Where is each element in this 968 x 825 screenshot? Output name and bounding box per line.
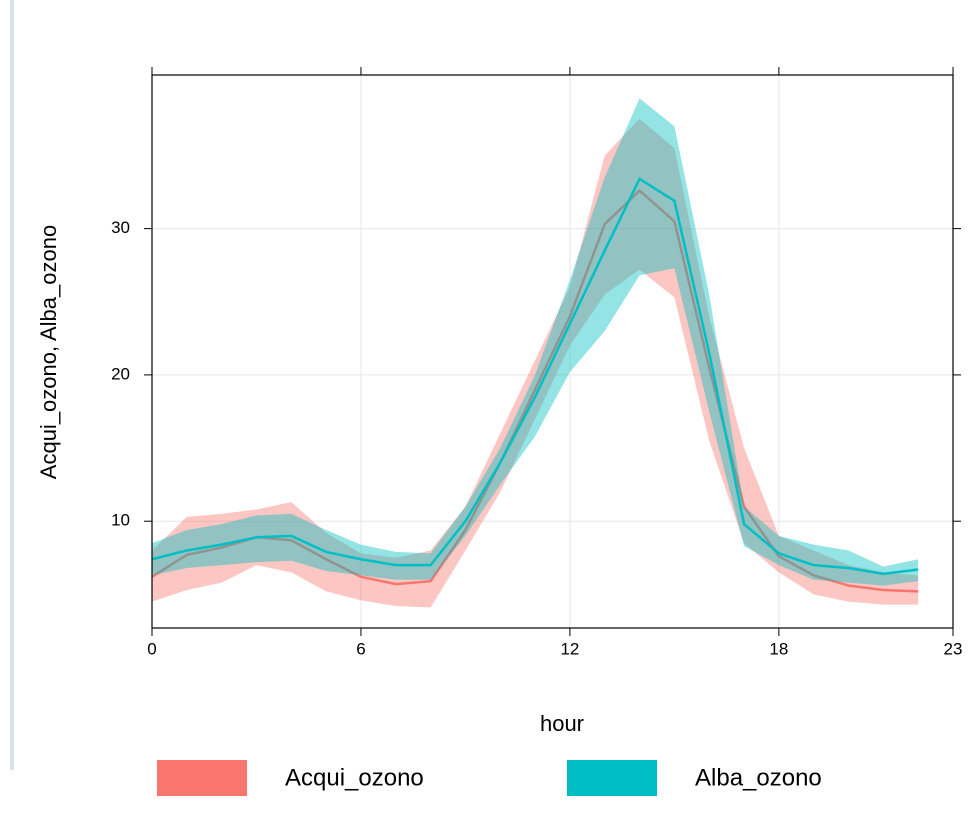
y-tick-label: 30 <box>111 218 130 237</box>
y-tick-label: 10 <box>111 511 130 530</box>
confidence-band <box>152 98 919 586</box>
legend-swatch <box>567 760 657 796</box>
line <box>151 177 919 576</box>
side-bar <box>10 0 14 770</box>
y-axis-label: Acqui_ozono, Alba_ozono <box>36 225 61 479</box>
legend-label: Acqui_ozono <box>285 764 424 791</box>
plot-frame <box>151 74 954 629</box>
x-tick-label: 12 <box>560 639 579 658</box>
legend-label: Alba_ozono <box>695 764 822 791</box>
x-tick-label: 18 <box>769 639 788 658</box>
x-axis-label: hour <box>540 711 584 736</box>
line <box>151 188 919 593</box>
x-tick-label: 23 <box>944 639 963 658</box>
y-tick-label: 20 <box>111 364 130 383</box>
x-tick-label: 6 <box>356 639 365 658</box>
x-tick-label: 0 <box>147 639 156 658</box>
legend-swatch <box>157 760 247 796</box>
confidence-band <box>152 118 919 608</box>
